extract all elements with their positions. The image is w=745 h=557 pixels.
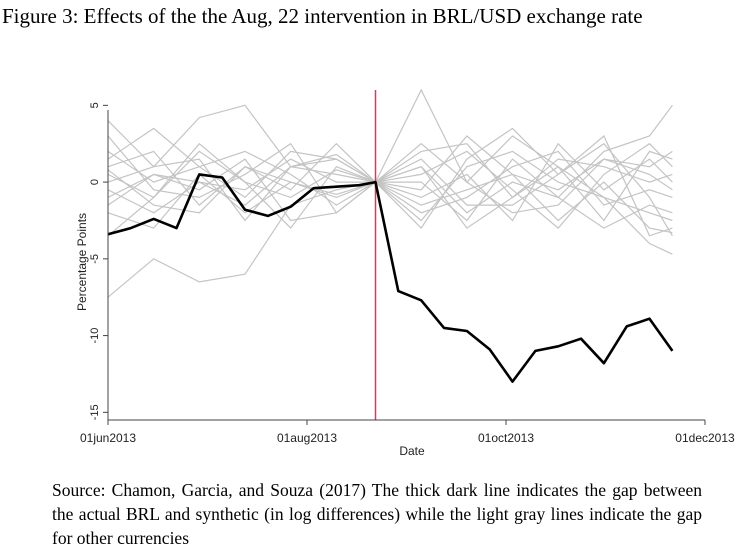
other-currency-line-9 [107, 142, 673, 229]
other-currency-line-10 [107, 150, 673, 222]
y-tick-label-1: 5 [89, 102, 101, 108]
x-tick-label-1: 01jun2013 [80, 431, 136, 445]
other-currency-series-group [107, 88, 673, 298]
tick-labels: 01jun2013 01aug2013 01oct2013 01dec2013 5 0 -5… [80, 102, 735, 445]
other-currency-line-8 [107, 142, 673, 214]
x-tick-label-3: 01oct2013 [478, 431, 534, 445]
other-currency-line-12 [107, 135, 673, 237]
other-currency-line-5 [107, 158, 673, 234]
x-axis-label: Date [399, 444, 425, 458]
brl-series-group [107, 173, 674, 383]
other-currency-line-2 [107, 88, 673, 298]
other-currency-line-13 [107, 142, 673, 222]
other-currency-line-11 [107, 135, 673, 237]
y-tick-label-2: 0 [89, 179, 101, 185]
y-tick-label-3: -5 [89, 254, 101, 264]
other-currency-line-3 [107, 127, 673, 237]
other-currency-line-4 [107, 142, 673, 222]
y-tick-label-5: -15 [89, 404, 101, 420]
brl-gap-line [107, 173, 674, 383]
axes [103, 104, 706, 425]
y-axis-label: Percentage Points [75, 213, 89, 311]
other-currency-line-6 [107, 150, 673, 229]
chart: 01jun2013 01aug2013 01oct2013 01dec2013 5 0 -5… [75, 88, 735, 458]
x-tick-label-4: 01dec2013 [675, 431, 735, 445]
other-currency-line-7 [107, 142, 673, 214]
y-tick-label-4: -10 [89, 328, 101, 344]
figure-caption: Source: Chamon, Garcia, and Souza (2017)… [52, 480, 702, 548]
other-currency-line-14 [107, 153, 673, 229]
figure-title: Figure 3: Effects of the the Aug, 22 int… [2, 4, 643, 28]
x-tick-label-2: 01aug2013 [277, 431, 337, 445]
